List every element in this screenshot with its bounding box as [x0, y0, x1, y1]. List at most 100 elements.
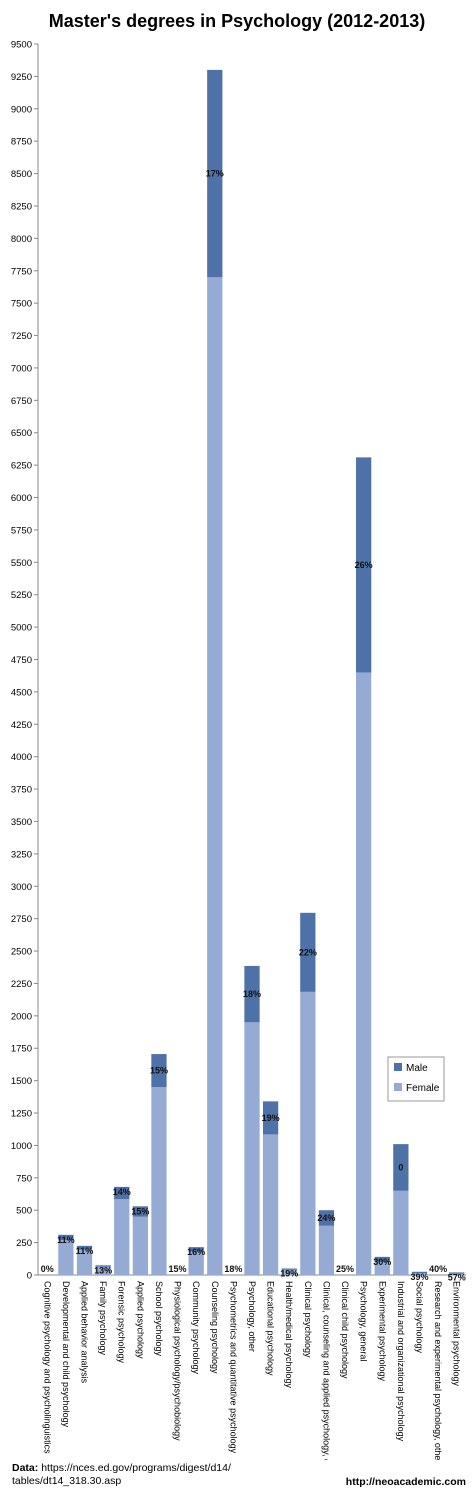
- category-label: Clinical, counseling and applied psychol…: [321, 1281, 331, 1460]
- y-tick-label: 750: [16, 1173, 32, 1184]
- data-label: 17%: [206, 169, 224, 179]
- category-label: Health/medical psychology: [284, 1281, 294, 1389]
- y-tick-label: 2750: [11, 914, 32, 925]
- y-tick-label: 6500: [11, 428, 32, 439]
- bar-male: [244, 965, 260, 1023]
- data-label: 24%: [317, 1213, 335, 1223]
- data-label: 18%: [243, 989, 261, 999]
- y-tick-label: 2250: [11, 979, 32, 990]
- y-tick-label: 1500: [11, 1076, 32, 1087]
- data-label: 25%: [336, 1264, 354, 1274]
- bar-male: [262, 1101, 279, 1135]
- category-label: Community psychology: [191, 1281, 201, 1375]
- data-label: 18%: [224, 1264, 242, 1274]
- data-label: 57%: [448, 1272, 466, 1282]
- y-tick-label: 3500: [11, 817, 32, 828]
- data-label: 11%: [76, 1246, 94, 1256]
- bar-female: [95, 1266, 111, 1275]
- bar-female: [151, 1087, 167, 1275]
- category-label: Experimental psychology: [377, 1281, 387, 1382]
- y-tick-label: 4250: [11, 720, 32, 731]
- category-label: Clinical child psychology: [340, 1281, 350, 1379]
- bar-female: [76, 1249, 93, 1275]
- category-label: Environmental psychology: [452, 1281, 462, 1387]
- y-tick-label: 4750: [11, 655, 32, 666]
- data-label: 40%: [429, 1264, 447, 1274]
- y-tick-label: 4000: [11, 752, 32, 763]
- category-label: Forensic psychology: [117, 1281, 127, 1364]
- data-label: 0: [398, 1162, 403, 1172]
- y-tick-label: 1750: [11, 1044, 32, 1055]
- bar-female: [356, 672, 372, 1275]
- category-label: Psychology, other: [247, 1281, 257, 1352]
- bar-male: [374, 1256, 390, 1263]
- bar-male: [393, 1144, 409, 1191]
- category-label: Industrial and organizational psychology: [396, 1281, 406, 1442]
- category-label: Psychometrics and quantitative psycholog…: [228, 1281, 238, 1454]
- legend-swatch: [394, 1063, 402, 1071]
- category-label: Developmental and child psychology: [61, 1281, 71, 1428]
- stacked-bar-chart: Master's degrees in Psychology (2012-201…: [11, 11, 466, 1460]
- data-label: 26%: [355, 560, 373, 570]
- y-tick-label: 500: [16, 1206, 32, 1217]
- y-tick-label: 1250: [11, 1109, 32, 1120]
- site-credit: http://neoacademic.com: [345, 1476, 466, 1488]
- category-label: Applied behavior analysis: [80, 1281, 90, 1384]
- bar-female: [281, 1269, 297, 1275]
- y-tick-label: 5750: [11, 525, 32, 536]
- x-axis-category-labels: Cognitive psychology and psycholinguisti…: [42, 1281, 461, 1460]
- bar-male: [300, 912, 316, 992]
- legend-entry: Female: [406, 1083, 440, 1094]
- y-tick-label: 7250: [11, 331, 32, 342]
- y-tick-label: 5250: [11, 590, 32, 601]
- category-label: Applied psychology: [135, 1281, 145, 1359]
- category-label: Psychology, general: [359, 1281, 369, 1361]
- y-tick-label: 8000: [11, 234, 32, 245]
- bar-female: [244, 1022, 260, 1275]
- bar-male: [151, 1054, 167, 1088]
- data-label: 15%: [169, 1264, 187, 1274]
- y-tick-label: 5000: [11, 623, 32, 634]
- y-tick-label: 6000: [11, 493, 32, 504]
- bar-male: [76, 1245, 93, 1250]
- y-tick-label: 8250: [11, 201, 32, 212]
- category-label: Social psychology: [414, 1281, 424, 1354]
- y-tick-label: 4500: [11, 687, 32, 698]
- y-tick-label: 3000: [11, 882, 32, 893]
- y-tick-label: 0: [27, 1271, 32, 1282]
- data-label: 15%: [131, 1206, 149, 1216]
- data-label: 14%: [113, 1187, 131, 1197]
- y-axis: 0 250 500 750 1000 1250 1500 1750 2000 2250 2500 27…: [11, 40, 466, 1282]
- data-label: 15%: [150, 1066, 168, 1076]
- bar-male: [281, 1268, 297, 1270]
- category-label: Clinical psychology: [303, 1281, 313, 1358]
- bar-male: [95, 1265, 111, 1267]
- bar-female: [411, 1273, 428, 1275]
- y-tick-label: 2000: [11, 1011, 32, 1022]
- chart-title: Master's degrees in Psychology (2012-201…: [49, 11, 425, 31]
- y-tick-label: 3250: [11, 849, 32, 860]
- bar-female: [132, 1216, 148, 1275]
- bar-female: [58, 1240, 74, 1275]
- y-tick-label: 2500: [11, 947, 32, 958]
- bar-male: [207, 69, 223, 278]
- category-label: Family psychology: [98, 1281, 108, 1356]
- bar-male: [411, 1271, 428, 1274]
- y-tick-label: 3750: [11, 785, 32, 796]
- data-label: 11%: [57, 1235, 75, 1245]
- category-label: School psychology: [154, 1281, 164, 1357]
- data-labels: 0%11%11%13%14%15%15%15%16%17%18%18%19%19…: [41, 169, 466, 1283]
- y-tick-label: 6750: [11, 396, 32, 407]
- y-tick-label: 7500: [11, 299, 32, 310]
- y-tick-label: 7000: [11, 363, 32, 374]
- bar-female: [318, 1225, 335, 1275]
- legend-swatch: [394, 1083, 402, 1091]
- y-tick-label: 8500: [11, 169, 32, 180]
- y-tick-label: 9000: [11, 104, 32, 115]
- bar-male: [188, 1247, 204, 1252]
- bar-female: [188, 1251, 204, 1275]
- y-tick-label: 5500: [11, 558, 32, 569]
- bar-male: [114, 1186, 130, 1200]
- data-label: 16%: [187, 1247, 205, 1257]
- category-label: Physiological psychology/psychobiology: [173, 1281, 183, 1441]
